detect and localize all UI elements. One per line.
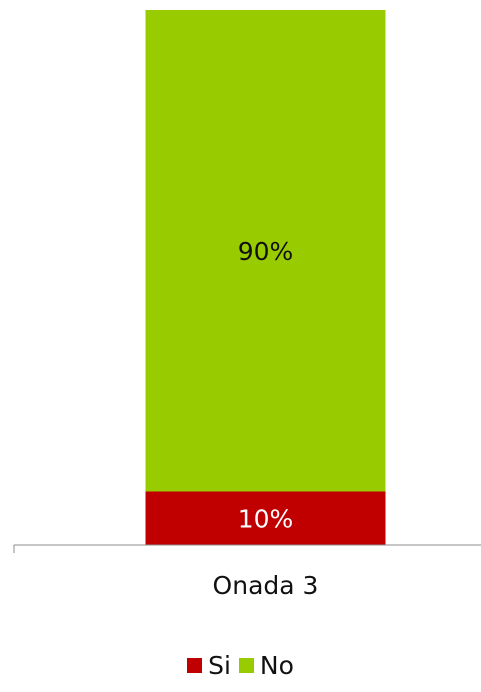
data-label-si: 10% xyxy=(238,504,294,533)
legend-item-si: Si xyxy=(187,651,231,680)
category-label: Onada 3 xyxy=(213,571,319,600)
bar-segment-si xyxy=(145,491,386,545)
data-label-no: 90% xyxy=(238,237,294,266)
legend-label: Si xyxy=(208,651,231,680)
category-labels: Onada 3 xyxy=(213,571,319,600)
legend-swatch xyxy=(187,658,203,673)
legend-label: No xyxy=(259,651,294,680)
legend-swatch xyxy=(238,658,254,673)
bar-segment-no xyxy=(145,10,386,492)
bars-group: 10% 90% xyxy=(145,10,386,545)
legend: Si No xyxy=(0,650,481,680)
legend-item-no: No xyxy=(238,651,294,680)
